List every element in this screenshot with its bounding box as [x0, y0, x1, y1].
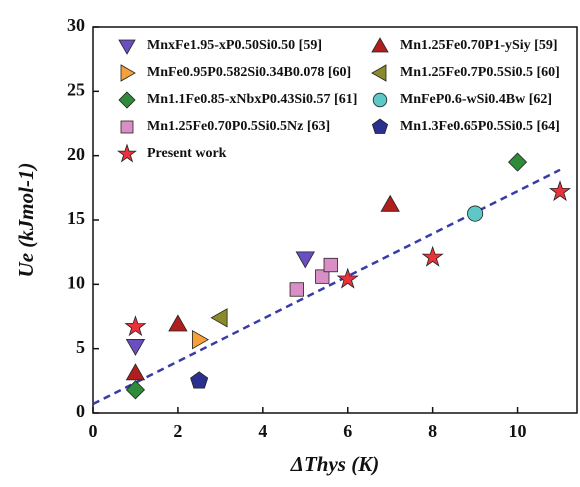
data-point — [380, 194, 400, 212]
legend-marker — [371, 64, 387, 82]
x-tick-label: 6 — [343, 421, 352, 441]
y-tick-label: 10 — [67, 272, 85, 292]
legend-marker — [371, 118, 389, 134]
data-point — [125, 338, 146, 356]
legend-label: Mn1.25Fe0.70P0.5Si0.5Nz [63] — [147, 119, 330, 134]
legend-label: MnxFe1.95-xP0.50Si0.50 [59] — [147, 38, 322, 53]
legend-marker — [371, 37, 389, 53]
legend-label: Present work — [147, 146, 227, 161]
legend-marker — [118, 91, 136, 109]
legend-label: MnFeP0.6-wSi0.4Bw [62] — [400, 92, 552, 107]
data-point — [295, 251, 315, 269]
y-tick-label: 0 — [76, 401, 85, 421]
y-axis-title: Ue (kJmol-1) — [14, 163, 38, 278]
y-tick-label: 25 — [67, 79, 85, 99]
legend-label: Mn1.25Fe0.7P0.5Si0.5 [60] — [400, 65, 560, 80]
legend-label: Mn1.3Fe0.65P0.5Si0.5 [64] — [400, 119, 560, 134]
y-tick-label: 5 — [76, 337, 85, 357]
legend-marker — [120, 64, 136, 82]
legend-label: Mn1.25Fe0.70P1-ySiy [59] — [400, 38, 557, 53]
data-point — [323, 257, 338, 273]
x-tick-label: 10 — [509, 421, 527, 441]
data-point — [289, 282, 304, 297]
legend-marker — [118, 39, 136, 55]
data-point — [507, 152, 528, 172]
x-tick-label: 8 — [428, 421, 437, 441]
data-point — [191, 329, 209, 350]
data-point — [315, 269, 330, 284]
x-tick-label: 4 — [258, 421, 267, 441]
legend-marker — [117, 143, 137, 163]
y-tick-label: 30 — [67, 15, 85, 35]
data-point — [168, 314, 188, 332]
x-axis-title: ΔThys (K) — [290, 452, 379, 476]
data-point — [548, 180, 572, 202]
legend-label: MnFe0.95P0.582Si0.34B0.078 [60] — [147, 65, 351, 80]
fit-line — [92, 168, 561, 406]
data-point — [125, 363, 146, 381]
y-tick-label: 20 — [67, 144, 85, 164]
data-point — [336, 267, 359, 289]
x-tick-label: 2 — [173, 421, 182, 441]
data-point — [124, 315, 147, 337]
data-point — [125, 380, 146, 400]
data-point — [421, 245, 444, 267]
y-tick-label: 15 — [67, 208, 85, 228]
x-tick-label: 0 — [89, 421, 98, 441]
legend-marker — [372, 92, 388, 108]
data-point — [190, 371, 209, 389]
plot-frame — [92, 26, 578, 414]
legend-label: Mn1.1Fe0.85-xNbxP0.43Si0.57 [61] — [147, 92, 357, 107]
data-point — [210, 308, 228, 328]
data-point — [467, 205, 484, 222]
legend-marker — [120, 120, 134, 134]
